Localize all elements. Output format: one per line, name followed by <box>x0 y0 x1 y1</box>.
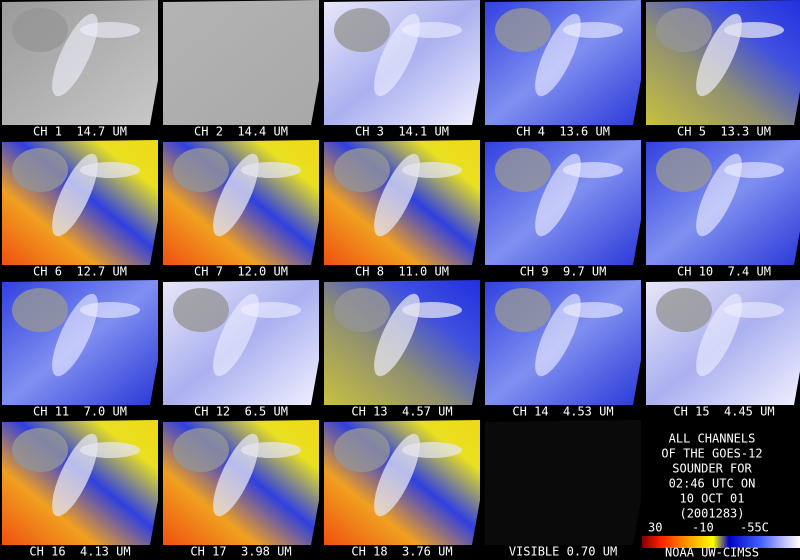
caption-line: ALL CHANNELS <box>669 432 756 446</box>
cloud <box>724 302 784 318</box>
caption-line: (2001283) <box>679 507 744 521</box>
color-bar <box>642 536 800 548</box>
cloud <box>173 428 229 472</box>
channel-panel: CH 11 7.0 UM <box>2 280 158 419</box>
colorbar-label: 30 <box>648 521 662 535</box>
caption-line: OF THE GOES-12 <box>661 447 762 461</box>
channel-label: CH 13 4.57 UM <box>351 405 452 419</box>
cloud <box>80 302 140 318</box>
cloud <box>724 22 784 38</box>
cloud <box>80 162 140 178</box>
channel-label: CH 16 4.13 UM <box>29 545 130 559</box>
cloud <box>80 22 140 38</box>
channel-panel: CH 15 4.45 UM <box>646 280 800 419</box>
cloud <box>334 428 390 472</box>
colorbar-label: -10 <box>692 521 714 535</box>
colorbar-label: -55C <box>740 521 769 535</box>
cloud <box>563 302 623 318</box>
cloud <box>656 288 712 332</box>
channel-label: CH 7 12.0 UM <box>194 265 288 279</box>
cloud <box>495 148 551 192</box>
channel-panel: VISIBLE 0.70 UM <box>485 420 641 559</box>
channel-panel: CH 7 12.0 UM <box>163 140 319 279</box>
channel-label: CH 3 14.1 UM <box>355 125 449 139</box>
caption-line: SOUNDER FOR <box>672 462 752 476</box>
channel-label: CH 11 7.0 UM <box>33 405 127 419</box>
channel-label: CH 12 6.5 UM <box>194 405 288 419</box>
cloud <box>563 162 623 178</box>
channel-panel: CH 12 6.5 UM <box>163 280 319 419</box>
caption-line: 02:46 UTC ON <box>669 477 756 491</box>
caption-line: 10 OCT 01 <box>679 492 744 506</box>
channel-label: CH 14 4.53 UM <box>512 405 613 419</box>
channel-panel: CH 18 3.76 UM <box>324 420 480 559</box>
cloud <box>334 148 390 192</box>
cloud <box>402 162 462 178</box>
cloud <box>12 288 68 332</box>
channel-label: CH 1 14.7 UM <box>33 125 127 139</box>
cloud <box>402 442 462 458</box>
cloud <box>495 8 551 52</box>
channel-label: CH 5 13.3 UM <box>677 125 771 139</box>
cloud <box>402 22 462 38</box>
channel-panel: CH 8 11.0 UM <box>324 140 480 279</box>
channel-panel: CH 1 14.7 UM <box>2 0 158 139</box>
cloud <box>656 148 712 192</box>
cloud <box>334 288 390 332</box>
cloud <box>563 22 623 38</box>
cloud <box>656 8 712 52</box>
cloud <box>241 302 301 318</box>
channel-label: CH 8 11.0 UM <box>355 265 449 279</box>
channel-label: CH 6 12.7 UM <box>33 265 127 279</box>
channel-panel: CH 2 14.4 UM <box>163 0 319 139</box>
channel-label: CH 2 14.4 UM <box>194 125 288 139</box>
channel-label: CH 10 7.4 UM <box>677 265 771 279</box>
satellite-image <box>485 420 641 545</box>
channel-panel: CH 10 7.4 UM <box>646 140 800 279</box>
channel-panel: CH 3 14.1 UM <box>324 0 480 139</box>
credit: NOAA UW-CIMSS <box>665 546 759 560</box>
channel-panel: CH 9 9.7 UM <box>485 140 641 279</box>
cloud <box>402 302 462 318</box>
cloud <box>241 442 301 458</box>
channel-panel: CH 16 4.13 UM <box>2 420 158 559</box>
channel-label: CH 9 9.7 UM <box>520 265 607 279</box>
channel-panel: CH 13 4.57 UM <box>324 280 480 419</box>
channel-label: CH 15 4.45 UM <box>673 405 774 419</box>
cloud <box>80 442 140 458</box>
channel-panel: CH 4 13.6 UM <box>485 0 641 139</box>
cloud <box>495 288 551 332</box>
cloud <box>241 162 301 178</box>
cloud <box>12 148 68 192</box>
cloud <box>12 428 68 472</box>
channel-label: CH 18 3.76 UM <box>351 545 452 559</box>
channel-panel: CH 5 13.3 UM <box>646 0 800 139</box>
satellite-image <box>163 0 319 125</box>
channel-label: VISIBLE 0.70 UM <box>509 545 617 559</box>
channel-label: CH 17 3.98 UM <box>190 545 291 559</box>
cloud <box>173 288 229 332</box>
cloud <box>724 162 784 178</box>
cloud <box>334 8 390 52</box>
channel-panel: CH 17 3.98 UM <box>163 420 319 559</box>
cloud <box>12 8 68 52</box>
channel-panel: CH 14 4.53 UM <box>485 280 641 419</box>
cloud <box>173 148 229 192</box>
channel-label: CH 4 13.6 UM <box>516 125 610 139</box>
channel-panel: CH 6 12.7 UM <box>2 140 158 279</box>
